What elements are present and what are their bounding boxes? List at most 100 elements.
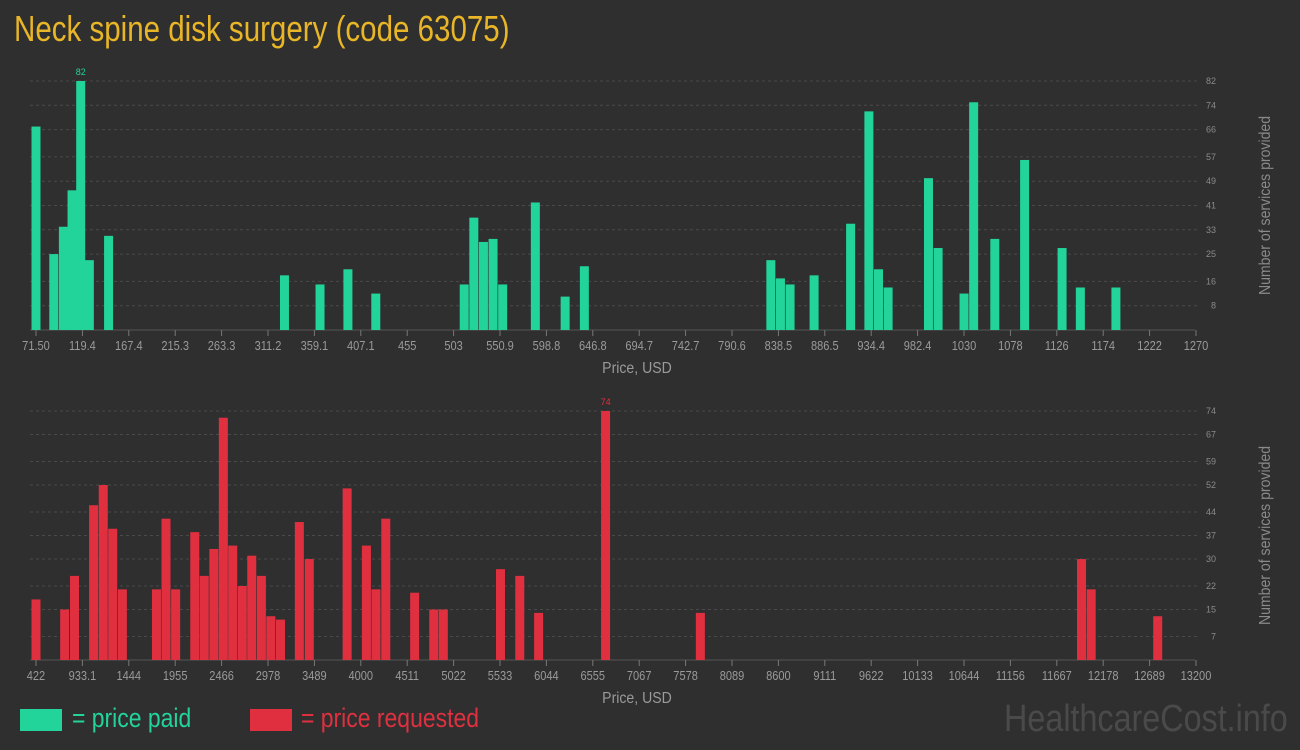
paid-xtick-label: 1126: [1045, 338, 1069, 353]
requested-ytick-label: 30: [1206, 554, 1216, 564]
paid-xtick-label: 1270: [1184, 338, 1209, 353]
requested-bar: [117, 589, 127, 660]
requested-xtick-label: 6555: [581, 668, 606, 683]
price-requested-chart: 7 15 22 30 37 44 52 59 67 74 74 422 933.1 1444 1955 246…: [27, 397, 1274, 707]
paid-xtick-label: 982.4: [904, 338, 932, 353]
paid-xtick-label: 646.8: [579, 338, 607, 353]
requested-xtick-label: 10644: [949, 668, 980, 683]
paid-xtick-label: 1030: [952, 338, 977, 353]
requested-bar: [69, 575, 79, 660]
requested-bar: [438, 609, 448, 660]
requested-xtick-label: 11667: [1042, 668, 1072, 683]
requested-xtick-label: 933.1: [69, 668, 97, 683]
requested-bar: [342, 488, 352, 660]
requested-bar: [247, 555, 257, 660]
requested-xtick-label: 1444: [117, 668, 142, 683]
paid-bar: [959, 293, 969, 330]
requested-bar: [429, 609, 439, 660]
paid-xtick-label: 263.3: [208, 338, 236, 353]
requested-bar: [161, 518, 171, 660]
paid-xtick-label: 1174: [1091, 338, 1115, 353]
requested-bar: [695, 612, 705, 660]
paid-bar: [343, 269, 353, 330]
requested-bar: [381, 518, 391, 660]
paid-bar: [498, 284, 508, 330]
paid-ytick-label: 41: [1206, 201, 1216, 211]
paid-bar: [1111, 287, 1121, 330]
paid-bar: [775, 278, 785, 330]
requested-ytick-label: 44: [1206, 507, 1216, 517]
paid-bar: [766, 260, 776, 330]
paid-bar: [846, 223, 856, 330]
requested-bar: [534, 612, 544, 660]
requested-ytick-label: 15: [1206, 605, 1216, 615]
paid-xtick-label: 215.3: [161, 338, 189, 353]
requested-bar: [256, 575, 266, 660]
paid-bar: [469, 217, 479, 330]
requested-xtick-label: 8089: [720, 668, 745, 683]
paid-yaxis-title: Number of services provided: [1256, 116, 1274, 295]
requested-ytick-label: 22: [1206, 581, 1216, 591]
legend-paid-label: = price paid: [72, 703, 192, 733]
paid-xtick-label: 119.4: [69, 338, 96, 353]
paid-xtick-label: 934.4: [857, 338, 885, 353]
paid-bar: [560, 296, 570, 330]
requested-bar: [151, 589, 161, 660]
paid-bar: [76, 81, 86, 330]
requested-bar: [304, 559, 314, 660]
paid-bar: [478, 241, 488, 330]
paid-bar: [809, 275, 819, 330]
paid-xtick-label: 167.4: [115, 338, 143, 353]
paid-xtick-label: 838.5: [765, 338, 793, 353]
requested-xtick-label: 11156: [996, 668, 1025, 683]
paid-ytick-label: 8: [1211, 301, 1216, 311]
paid-xtick-label: 71.50: [22, 338, 50, 353]
requested-xtick-label: 2978: [256, 668, 281, 683]
requested-bar: [515, 575, 525, 660]
legend-paid-swatch: [20, 709, 62, 731]
paid-max-label: 82: [76, 67, 86, 77]
requested-ytick-label: 67: [1206, 430, 1216, 440]
requested-xtick-label: 4000: [349, 668, 374, 683]
paid-bar: [579, 266, 589, 330]
paid-bar: [785, 284, 795, 330]
requested-bar: [276, 619, 286, 660]
paid-bar: [1057, 248, 1067, 330]
paid-bar: [873, 269, 883, 330]
requested-bar: [209, 548, 219, 660]
paid-bar: [530, 202, 540, 330]
requested-xtick-label: 7067: [627, 668, 652, 683]
paid-xtick-label: 407.1: [347, 338, 375, 353]
paid-bar: [67, 190, 77, 330]
paid-bar: [933, 248, 943, 330]
requested-xtick-label: 422: [27, 668, 46, 683]
requested-ytick-label: 59: [1206, 456, 1216, 466]
requested-ytick-label: 74: [1206, 406, 1216, 416]
paid-xtick-label: 1078: [998, 338, 1023, 353]
paid-bar: [58, 226, 68, 330]
requested-bar: [1077, 559, 1087, 660]
paid-bar: [104, 235, 114, 330]
requested-xtick-label: 5533: [488, 668, 513, 683]
requested-xtick-label: 6044: [534, 668, 559, 683]
paid-bar: [923, 178, 933, 330]
paid-bar: [1020, 159, 1030, 330]
requested-bar: [495, 569, 505, 660]
paid-xtick-label: 1222: [1137, 338, 1162, 353]
requested-ytick-label: 7: [1211, 631, 1216, 641]
paid-ytick-label: 49: [1206, 176, 1216, 186]
legend-requested-label: = price requested: [301, 703, 479, 733]
paid-ytick-label: 82: [1206, 76, 1216, 86]
requested-ytick-label: 52: [1206, 480, 1216, 490]
requested-xaxis-title: Price, USD: [602, 689, 672, 707]
paid-xtick-label: 503: [444, 338, 463, 353]
requested-bar: [237, 585, 247, 660]
paid-xtick-label: 455: [398, 338, 417, 353]
paid-bar: [315, 284, 325, 330]
requested-bar: [601, 411, 611, 660]
legend-requested-swatch: [250, 709, 292, 731]
requested-bar: [1086, 589, 1096, 660]
requested-xtick-label: 9622: [859, 668, 884, 683]
requested-bar: [228, 545, 238, 660]
paid-ytick-label: 74: [1206, 100, 1216, 110]
